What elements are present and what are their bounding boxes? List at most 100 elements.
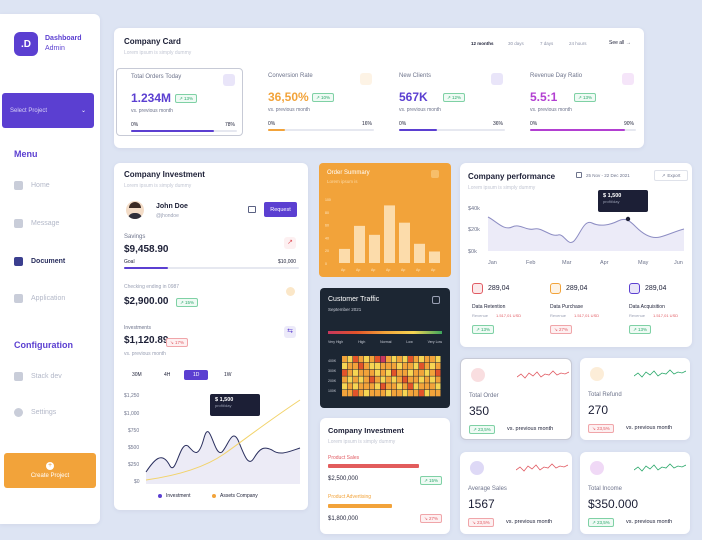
- traffic-title: Customer Traffic: [328, 296, 380, 303]
- mini-stat-badge: ↘ 23,5%: [588, 424, 614, 433]
- mini-stat-card[interactable]: Total Income $350.000 ↗ 23,5% vs. previous …: [580, 452, 690, 534]
- export-button[interactable]: ↗ Export: [654, 170, 688, 181]
- create-project-button[interactable]: + Create Project: [4, 453, 96, 488]
- stat-progress-fill: [530, 129, 626, 131]
- performance-item-badge: ↘ 27%: [550, 325, 573, 334]
- stat-card[interactable]: Conversion Rate 36,50% ↗ 10% vs. previous m…: [254, 68, 381, 136]
- heatmap-cell: [380, 376, 386, 383]
- period-1d[interactable]: 1D: [184, 370, 209, 380]
- heatmap-cell: [369, 356, 375, 363]
- investment2-title: Company Investment: [328, 426, 404, 435]
- y-tick: $250: [128, 462, 139, 468]
- chat-icon[interactable]: [248, 206, 256, 213]
- heatmap-cell: [353, 369, 358, 376]
- user-name: John Doe: [156, 203, 188, 210]
- mini-stat-icon: [590, 461, 604, 475]
- order-summary-menu-icon[interactable]: [431, 170, 439, 178]
- stat-value: 36,50%: [268, 90, 309, 104]
- heatmap-cell: [408, 390, 413, 397]
- order-summary-title: Order Summary: [327, 170, 370, 176]
- mini-stat-label: Average Sales: [468, 486, 507, 492]
- mini-sparkline: [634, 463, 686, 472]
- sidebar-item-settings[interactable]: Settings: [14, 408, 56, 417]
- heatmap-cell: [435, 356, 441, 363]
- brand-sub: Admin: [45, 45, 65, 52]
- investments-label: Investments: [124, 325, 151, 331]
- mini-stat-note: vs. previous month: [506, 519, 553, 525]
- mini-stat-label: Total Income: [588, 486, 623, 492]
- see-all-link[interactable]: See all →: [609, 40, 631, 46]
- performance-item-meta: Revenue: [550, 313, 567, 318]
- heatmap-cell: [358, 376, 364, 383]
- sun-icon: [286, 287, 295, 296]
- traffic-settings-icon[interactable]: [432, 296, 440, 304]
- legend-assets: Assets Company: [212, 493, 258, 499]
- y-tick: $750: [128, 428, 139, 434]
- stat-card[interactable]: New Clients 567K ↗ 12% vs. previous month 0%…: [385, 68, 512, 136]
- traffic-ylabels: 400K 300K 200K 100K: [328, 359, 337, 393]
- heatmap-cell: [435, 362, 441, 370]
- heatmap-cell: [353, 390, 358, 397]
- date-range[interactable]: 25 Nov - 22 Dec 2021: [576, 172, 630, 178]
- heatmap-cell: [419, 383, 424, 390]
- mini-stat-label: Total Refund: [588, 392, 622, 398]
- performance-item-value: 289,04: [645, 285, 667, 292]
- product-sales-bar: [328, 464, 419, 468]
- sidebar-item-label: Stack dev: [31, 373, 62, 380]
- x-tick: Ap: [416, 268, 420, 272]
- tab-24-hours[interactable]: 24 hours: [569, 41, 587, 46]
- period-1w[interactable]: 1W: [224, 372, 232, 378]
- heatmap-cell: [397, 383, 402, 390]
- heatmap-cell: [435, 383, 441, 390]
- performance-item-label: Data Purchase: [550, 304, 584, 310]
- heatmap-cell: [353, 383, 358, 390]
- heatmap-cell: [419, 356, 424, 363]
- x-tick: Feb: [526, 260, 535, 266]
- performance-item-meta: Revenue: [629, 313, 646, 318]
- request-button[interactable]: Request: [264, 202, 297, 217]
- x-tick: Ap: [341, 268, 345, 272]
- goal-value: $10,000: [278, 259, 297, 265]
- heatmap-cell: [342, 383, 347, 390]
- heatmap-cell: [358, 390, 364, 397]
- select-project-dropdown[interactable]: Select Project ⌄: [2, 93, 94, 128]
- mini-stat-card[interactable]: Total Order 350 ↗ 23,5% vs. previous month: [460, 358, 572, 440]
- tooltip-sub: profit/day: [215, 403, 232, 408]
- traffic-gradient: [328, 331, 442, 334]
- sidebar-item-stack-dev[interactable]: Stack dev: [14, 372, 62, 381]
- y-tick: 0: [325, 262, 327, 266]
- performance-item-badge: ↗ 13%: [472, 325, 495, 334]
- order-bar: [399, 222, 410, 263]
- tab-12-months[interactable]: 12 months: [471, 41, 494, 46]
- performance-line: [487, 216, 685, 243]
- performance-item-meta: Revenue: [472, 313, 489, 318]
- heatmap-cell: [353, 376, 358, 383]
- heatmap-cell: [353, 362, 358, 370]
- heatmap-cell: [408, 362, 413, 370]
- period-4h[interactable]: 4H: [164, 372, 171, 378]
- heatmap-cell: [364, 383, 369, 390]
- x-tick: Ap: [356, 268, 360, 272]
- sidebar-item-message[interactable]: Message: [14, 219, 59, 228]
- sidebar-item-home[interactable]: Home: [14, 181, 50, 190]
- refresh-icon[interactable]: ⇆: [284, 326, 296, 338]
- tab-7-days[interactable]: 7 days: [540, 41, 554, 46]
- heatmap-cell: [358, 369, 364, 376]
- sidebar-item-document[interactable]: Document: [14, 257, 65, 266]
- mini-stat-card[interactable]: Average Sales 1567 ↘ 23,5% vs. previous mon…: [460, 452, 572, 534]
- heatmap-cell: [430, 362, 435, 370]
- mini-sparkline: [516, 463, 568, 472]
- heatmap-cell: [375, 356, 380, 363]
- performance-area: [488, 217, 684, 251]
- tab-30-days[interactable]: 30 days: [508, 41, 524, 46]
- sidebar-item-application[interactable]: Application: [14, 294, 65, 303]
- heatmap-cell: [347, 390, 353, 397]
- mini-stat-icon: [590, 367, 604, 381]
- mini-stat-card[interactable]: Total Refund 270 ↘ 23,5% vs. previous month: [580, 358, 690, 440]
- stat-card[interactable]: Revenue Day Ratio 5.5:1 ↗ 13% vs. previous …: [516, 68, 643, 136]
- heatmap-cell: [347, 383, 353, 390]
- investment-line: [145, 431, 301, 473]
- stat-card[interactable]: Total Orders Today 1.234M ↗ 13% vs. previou…: [116, 68, 243, 136]
- assets-line: [145, 399, 301, 481]
- period-30m[interactable]: 30M: [132, 372, 142, 378]
